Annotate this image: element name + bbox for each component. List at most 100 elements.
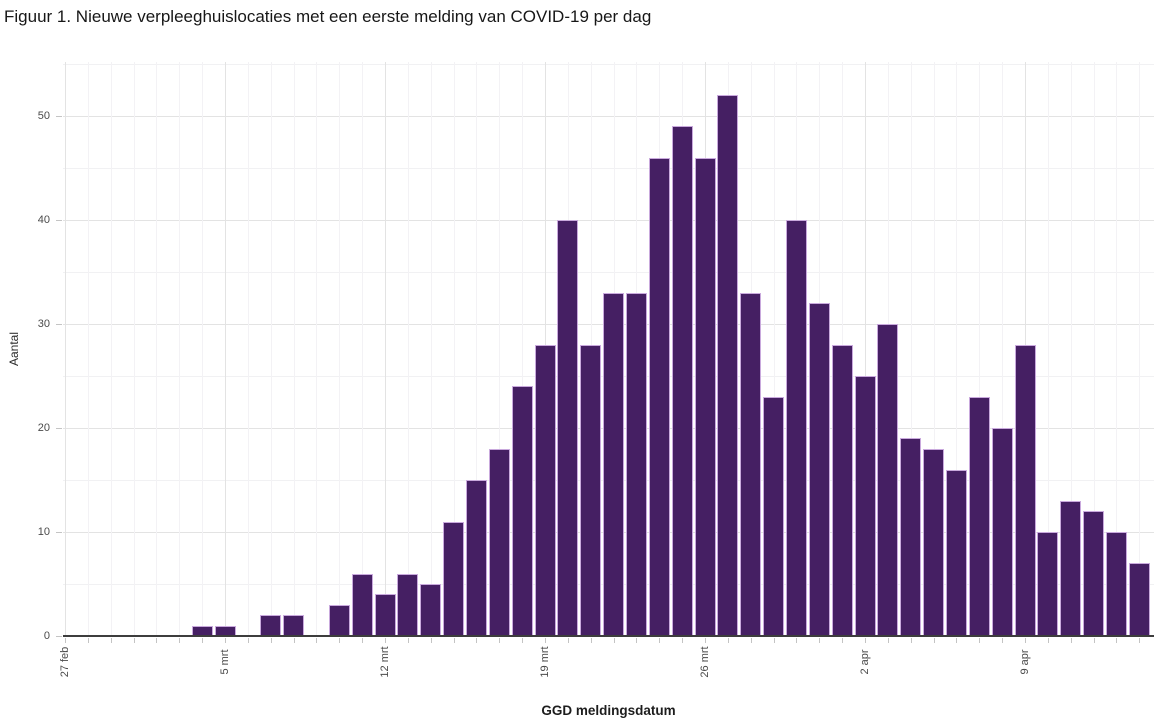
bar-11-apr [1060,501,1082,636]
gridline-daily-v [179,62,180,636]
bar-5-apr [923,449,945,636]
y-tick-mark [56,116,62,117]
bar-1-apr [831,345,853,636]
bar-4-apr [900,438,922,636]
bar-13-mrt [397,574,419,636]
x-tick-mark [614,638,615,643]
x-tick-mark [1116,638,1117,643]
x-tick-mark [271,638,272,643]
bar-26-mrt [694,158,716,636]
bar-9-apr [1014,345,1036,636]
bar-12-apr [1083,511,1105,636]
gridline-daily-v [408,62,409,636]
gridline-major-v [865,62,866,636]
bar-10-mrt [328,605,350,636]
x-tick-mark [65,638,66,643]
bar-10-apr [1037,532,1059,636]
x-tick-mark [568,638,569,643]
gridline-daily-v [774,62,775,636]
bar-3-apr [877,324,899,636]
x-tick-mark [865,638,866,643]
gridline-daily-v [911,62,912,636]
gridline-daily-v [362,62,363,636]
x-tick-mark [88,638,89,643]
y-tick-mark [56,428,62,429]
gridline-minor-h [63,272,1154,273]
gridline-major-h [63,220,1154,221]
bar-30-mrt [785,220,807,636]
x-tick-label: 27 feb [59,646,71,678]
bar-21-mrt [580,345,602,636]
gridline-major-v [65,62,66,636]
gridline-daily-v [934,62,935,636]
chart-panel [63,62,1154,636]
bar-8-apr [991,428,1013,636]
gridline-daily-v [316,62,317,636]
bar-25-mrt [671,126,693,636]
x-tick-mark [179,638,180,643]
gridline-daily-v [339,62,340,636]
gridline-daily-v [1002,62,1003,636]
bar-31-mrt [808,303,830,636]
bar-2-apr [854,376,876,636]
x-tick-mark [134,638,135,643]
bar-16-mrt [465,480,487,636]
bar-13-apr [1105,532,1127,636]
gridline-daily-v [156,62,157,636]
x-tick-mark [636,638,637,643]
x-tick-mark [111,638,112,643]
gridline-daily-v [979,62,980,636]
bar-27-mrt [717,95,739,636]
x-tick-mark [316,638,317,643]
x-tick-mark [956,638,957,643]
x-tick-mark [225,638,226,643]
gridline-minor-h [63,168,1154,169]
x-tick-mark [202,638,203,643]
x-tick-mark [545,638,546,643]
bar-19-mrt [534,345,556,636]
bar-29-mrt [763,397,785,636]
gridline-daily-v [248,62,249,636]
x-axis-line [63,635,1154,637]
x-tick-mark [156,638,157,643]
gridline-daily-v [111,62,112,636]
bar-6-apr [945,470,967,636]
x-tick-mark [385,638,386,643]
x-tick-mark [1071,638,1072,643]
gridline-daily-v [522,62,523,636]
x-tick-mark [1025,638,1026,643]
gridline-daily-v [499,62,500,636]
x-tick-mark [728,638,729,643]
gridline-daily-v [431,62,432,636]
bar-17-mrt [488,449,510,636]
x-tick-mark [362,638,363,643]
x-tick-mark [888,638,889,643]
x-tick-mark [774,638,775,643]
y-tick-label: 40 [37,214,50,226]
x-tick-mark [294,638,295,643]
x-tick-mark [339,638,340,643]
x-axis-title: GGD meldingsdatum [541,703,676,718]
x-tick-mark [1094,638,1095,643]
x-tick-mark [796,638,797,643]
x-tick-mark [1002,638,1003,643]
x-tick-mark [591,638,592,643]
y-tick-mark [56,324,62,325]
gridline-daily-v [1094,62,1095,636]
gridline-daily-v [134,62,135,636]
gridline-major-v [225,62,226,636]
x-tick-mark [522,638,523,643]
x-tick-mark [819,638,820,643]
bar-7-mrt [260,615,282,636]
bar-8-mrt [283,615,305,636]
x-tick-mark [659,638,660,643]
gridline-daily-v [454,62,455,636]
gridline-daily-v [271,62,272,636]
gridline-daily-v [202,62,203,636]
y-tick-label: 0 [43,630,50,642]
y-tick-label: 50 [37,110,50,122]
x-tick-mark [499,638,500,643]
bar-11-mrt [351,574,373,636]
bar-14-apr [1128,563,1150,636]
bar-14-mrt [420,584,442,636]
